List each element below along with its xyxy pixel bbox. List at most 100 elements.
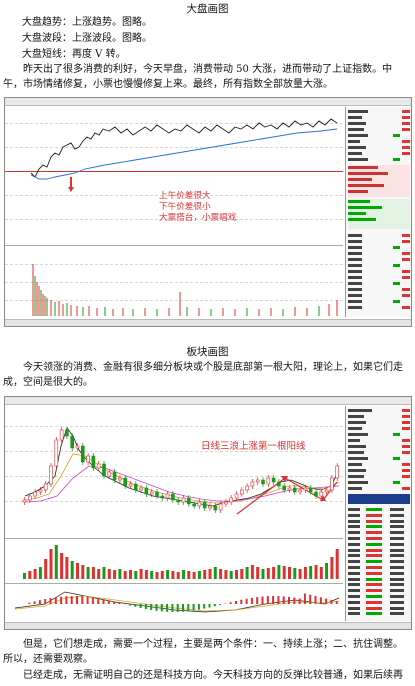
chart2-statusbar: [5, 622, 411, 629]
candle: [75, 445, 80, 449]
candle: [86, 455, 90, 463]
macd-bar: [235, 601, 237, 604]
macd-bar: [282, 596, 285, 604]
section3-paragraph-1: 但是，它们想走成，需要一个过程，主要是两个条件：一、持续上涨；二、抗住调整。所以…: [3, 639, 403, 665]
macd-bar: [86, 596, 89, 604]
trade-row: [346, 519, 411, 524]
volume-bar: [235, 570, 238, 579]
candle: [255, 479, 260, 483]
volume-bar: [54, 545, 58, 579]
macd-bar: [182, 604, 184, 612]
trade-row: [346, 553, 411, 558]
candle: [229, 497, 233, 503]
candle: [298, 489, 302, 493]
trade-row: [346, 611, 411, 616]
volume-bar: [335, 549, 339, 579]
trade-row: [346, 524, 411, 529]
volume-bar: [192, 572, 196, 579]
candle: [49, 465, 53, 485]
macd-bar: [28, 602, 31, 604]
price-panel: 上午价差很大 下午价差很小 大票搭台，小票唱戏: [5, 107, 343, 235]
volume-bar: [261, 569, 265, 579]
volume-bar: [171, 571, 175, 579]
candle: [213, 505, 218, 511]
volume-bar: [197, 571, 201, 579]
candle: [70, 435, 74, 449]
volume-bar: [277, 565, 281, 579]
candle: [144, 487, 149, 495]
candle: [218, 503, 223, 511]
candle: [81, 445, 85, 463]
macd-bar: [102, 599, 105, 604]
candle: [165, 493, 170, 499]
volume-bar: [303, 567, 307, 579]
candle: [59, 429, 64, 441]
macd-bar: [129, 604, 131, 606]
macd-bar: [33, 601, 36, 604]
volume-bar: [213, 567, 217, 579]
macd-bar: [197, 604, 200, 610]
macd-bar: [240, 599, 243, 604]
trade-row: [346, 606, 411, 611]
candle: [160, 495, 165, 499]
candle: [33, 491, 37, 497]
volume-bar: [134, 571, 138, 579]
candle: [102, 463, 106, 477]
volume-bar: [182, 570, 185, 579]
candle: [187, 497, 191, 505]
volume-bar: [60, 553, 64, 579]
volume-bar: [250, 565, 254, 579]
volume-bar: [139, 569, 143, 579]
volume-bar: [102, 567, 106, 579]
volume-bar: [266, 568, 270, 579]
volume-bar: [44, 559, 48, 579]
candle: [308, 487, 313, 493]
macd-bar: [272, 596, 275, 604]
volume-bar: [107, 569, 111, 579]
candle: [171, 493, 175, 501]
macd-bar: [139, 604, 142, 609]
candle: [324, 489, 329, 493]
macd-bar: [54, 597, 57, 604]
volume-bar: [144, 570, 148, 579]
volume-bar: [118, 569, 122, 579]
kline-candles: [22, 427, 340, 515]
volume-bar: [293, 568, 297, 579]
volume-bar: [330, 557, 334, 579]
macd-bar: [44, 599, 47, 604]
macd-bar: [118, 602, 121, 604]
trade-row: [346, 513, 411, 518]
volume-bar: [23, 573, 26, 579]
macd-bar: [187, 604, 190, 612]
macd-bar: [266, 596, 269, 604]
volume-bar: [245, 567, 249, 579]
volume-bar: [166, 570, 170, 579]
volume-bar: [113, 570, 117, 579]
macd-bar: [335, 601, 338, 604]
annotation-line-3: 大票搭台，小票唱戏: [159, 213, 237, 223]
macd-bar: [144, 604, 147, 610]
macd-bar: [203, 604, 206, 609]
trade-row: [346, 571, 411, 576]
trade-row: [346, 565, 411, 570]
macd-bar: [229, 602, 232, 604]
macd-bar: [319, 597, 322, 604]
candle: [208, 505, 212, 509]
macd-bar: [134, 604, 137, 607]
candle: [22, 499, 27, 503]
chart2-annotation: 日线三浪上涨第一根阳线: [201, 441, 306, 452]
candle: [330, 477, 334, 491]
volume-bar: [150, 571, 154, 579]
macd-bar: [256, 597, 259, 604]
macd-bar: [261, 596, 264, 604]
candle: [38, 489, 43, 493]
volume-bar: [309, 566, 313, 579]
volume-bar: [288, 567, 291, 579]
macd-bar: [91, 597, 94, 604]
trade-row: [346, 594, 411, 599]
macd-bar: [298, 598, 301, 604]
candle: [197, 501, 202, 507]
macd-bar: [171, 604, 174, 612]
volume-bar: [28, 571, 32, 579]
volume-bar: [38, 567, 42, 579]
